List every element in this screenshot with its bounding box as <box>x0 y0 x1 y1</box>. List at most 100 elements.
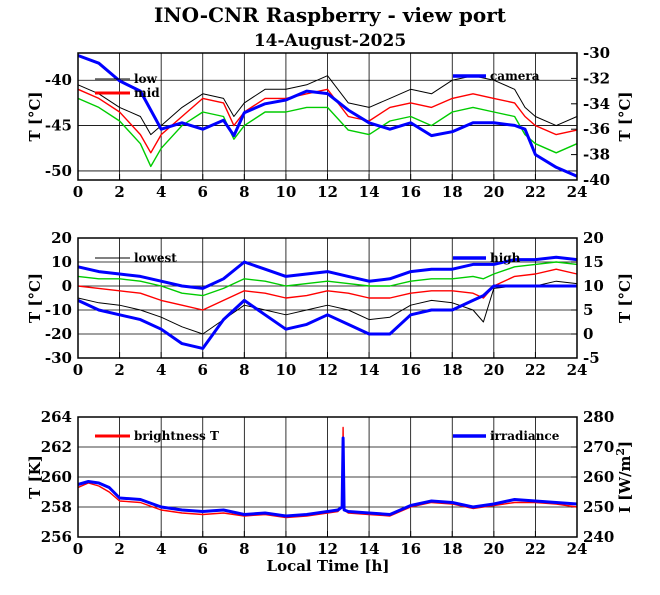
x-tick-label: 18 <box>442 540 463 558</box>
series-line-high <box>77 284 577 350</box>
y-right-tick-label: -5 <box>583 349 600 367</box>
series-line-camera <box>77 54 578 178</box>
x-tick-label: 20 <box>483 540 504 558</box>
x-tick-label: 6 <box>198 183 208 201</box>
x-tick-label: 12 <box>317 540 338 558</box>
x-tick-label: 2 <box>114 361 124 379</box>
x-tick-label: 10 <box>275 540 296 558</box>
y-tick-label: 10 <box>51 253 72 271</box>
y-right-tick-label: 10 <box>583 277 604 295</box>
x-tick-label: 14 <box>359 183 380 201</box>
series-line-2 <box>77 97 578 168</box>
x-tick-label: 20 <box>483 361 504 379</box>
legend-label: brightness T <box>134 429 219 443</box>
y-axis-label: T [K] <box>26 455 44 499</box>
x-tick-label: 6 <box>198 540 208 558</box>
y-right-tick-label: -32 <box>583 69 610 87</box>
panel-middle: 0 2 4 6 8 10 12 14 16 18 20 22 24-30-20-1001020-5051… <box>26 229 634 379</box>
plot-frame <box>77 52 578 181</box>
x-tick-label: 14 <box>359 361 380 379</box>
series-line-irradiance <box>77 436 578 518</box>
y-right-tick-label: 20 <box>583 229 604 247</box>
series-line-low <box>77 75 578 136</box>
x-tick-label: 10 <box>275 183 296 201</box>
y-axis-label-right: T [°C] <box>616 91 634 141</box>
y-tick-label: -45 <box>45 117 72 135</box>
y-right-tick-label: 15 <box>583 253 604 271</box>
x-tick-label: 4 <box>156 540 166 558</box>
y-tick-label: 264 <box>41 408 72 426</box>
y-tick-label: 0 <box>62 277 72 295</box>
y-right-tick-label: 0 <box>583 325 593 343</box>
y-axis-label: T [°C] <box>26 273 44 323</box>
x-tick-label: 0 <box>73 183 83 201</box>
x-tick-label: 10 <box>275 361 296 379</box>
x-tick-label: 20 <box>483 183 504 201</box>
y-right-tick-label: -34 <box>583 95 610 113</box>
x-tick-label: 6 <box>198 361 208 379</box>
x-tick-label: 24 <box>567 361 588 379</box>
legend-label: high <box>490 251 521 265</box>
x-tick-label: 8 <box>239 361 249 379</box>
x-tick-label: 16 <box>400 361 421 379</box>
y-right-tick-label: -40 <box>583 171 610 189</box>
x-tick-label: 24 <box>567 540 588 558</box>
x-tick-label: 22 <box>525 540 546 558</box>
x-tick-label: 22 <box>525 183 546 201</box>
y-tick-label: -40 <box>45 71 72 89</box>
legend-label: mid <box>134 86 160 100</box>
x-tick-label: 0 <box>73 540 83 558</box>
legend-label: irradiance <box>490 429 560 443</box>
y-right-tick-label: 280 <box>583 408 614 426</box>
y-tick-label: -30 <box>45 349 72 367</box>
y-tick-label: -50 <box>45 162 72 180</box>
y-right-tick-label: 250 <box>583 498 614 516</box>
x-axis-label: Local Time [h] <box>267 557 390 575</box>
series-line-2 <box>77 261 578 297</box>
y-tick-label: -20 <box>45 325 72 343</box>
x-tick-label: 2 <box>114 540 124 558</box>
x-tick-label: 22 <box>525 361 546 379</box>
x-tick-label: 2 <box>114 183 124 201</box>
plot-frame <box>77 416 578 538</box>
plot-frame <box>77 237 578 359</box>
legend-label: lowest <box>134 251 177 265</box>
y-tick-label: 256 <box>41 528 72 546</box>
x-tick-label: 14 <box>359 540 380 558</box>
x-tick-label: 18 <box>442 361 463 379</box>
y-right-tick-label: -30 <box>583 44 610 62</box>
x-tick-label: 18 <box>442 183 463 201</box>
x-tick-label: 4 <box>156 183 166 201</box>
y-axis-label: T [°C] <box>26 91 44 141</box>
x-tick-label: 24 <box>567 183 588 201</box>
y-tick-label: 258 <box>41 498 72 516</box>
y-right-tick-label: 270 <box>583 438 614 456</box>
chart-subtitle: 14-August-2025 <box>254 31 406 51</box>
y-right-tick-label: 5 <box>583 301 593 319</box>
x-tick-label: 8 <box>239 183 249 201</box>
x-tick-label: 12 <box>317 183 338 201</box>
y-axis-label-right: I [W/m2] <box>614 441 634 513</box>
legend-label: low <box>134 72 158 86</box>
series-line-lowest <box>77 280 578 335</box>
x-tick-label: 16 <box>400 540 421 558</box>
x-tick-label: 0 <box>73 361 83 379</box>
series-line-3 <box>77 255 578 290</box>
y-tick-label: 20 <box>51 229 72 247</box>
x-tick-label: 4 <box>156 361 166 379</box>
y-right-tick-label: -38 <box>583 146 610 164</box>
y-right-tick-label: -36 <box>583 120 610 138</box>
y-right-tick-label: 240 <box>583 528 614 546</box>
y-tick-label: -10 <box>45 301 72 319</box>
x-tick-label: 16 <box>400 183 421 201</box>
x-tick-label: 8 <box>239 540 249 558</box>
legend-label: camera <box>490 69 540 83</box>
y-right-tick-label: 260 <box>583 468 614 486</box>
panel-bottom: 0 2 4 6 8 10 12 14 16 18 20 22 242562582602622642402… <box>26 408 634 558</box>
chart-title: INO-CNR Raspberry - view port <box>154 3 507 27</box>
x-tick-label: 12 <box>317 361 338 379</box>
panel-top: 0 2 4 6 8 10 12 14 16 18 20 22 24-50-45-40-40-38-36-… <box>26 44 634 201</box>
y-axis-label-right: T [°C] <box>616 273 634 323</box>
y-tick-label: 262 <box>41 438 72 456</box>
